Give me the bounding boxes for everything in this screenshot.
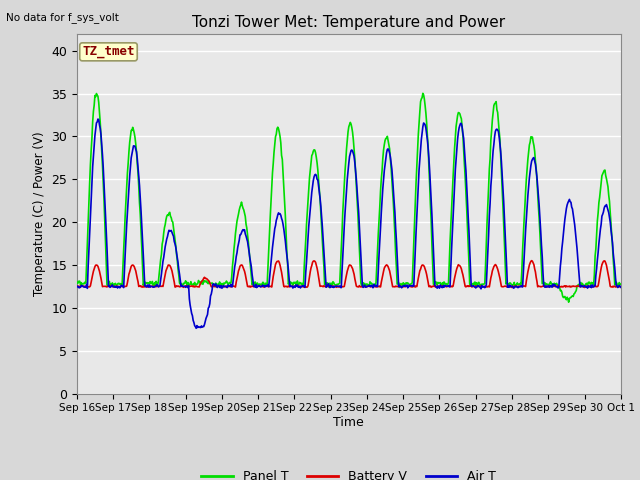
Text: No data for f_sys_volt: No data for f_sys_volt [6, 12, 119, 23]
Y-axis label: Temperature (C) / Power (V): Temperature (C) / Power (V) [33, 132, 45, 296]
Title: Tonzi Tower Met: Temperature and Power: Tonzi Tower Met: Temperature and Power [192, 15, 506, 30]
Text: TZ_tmet: TZ_tmet [82, 45, 135, 59]
Legend: Panel T, Battery V, Air T: Panel T, Battery V, Air T [196, 465, 501, 480]
X-axis label: Time: Time [333, 416, 364, 429]
